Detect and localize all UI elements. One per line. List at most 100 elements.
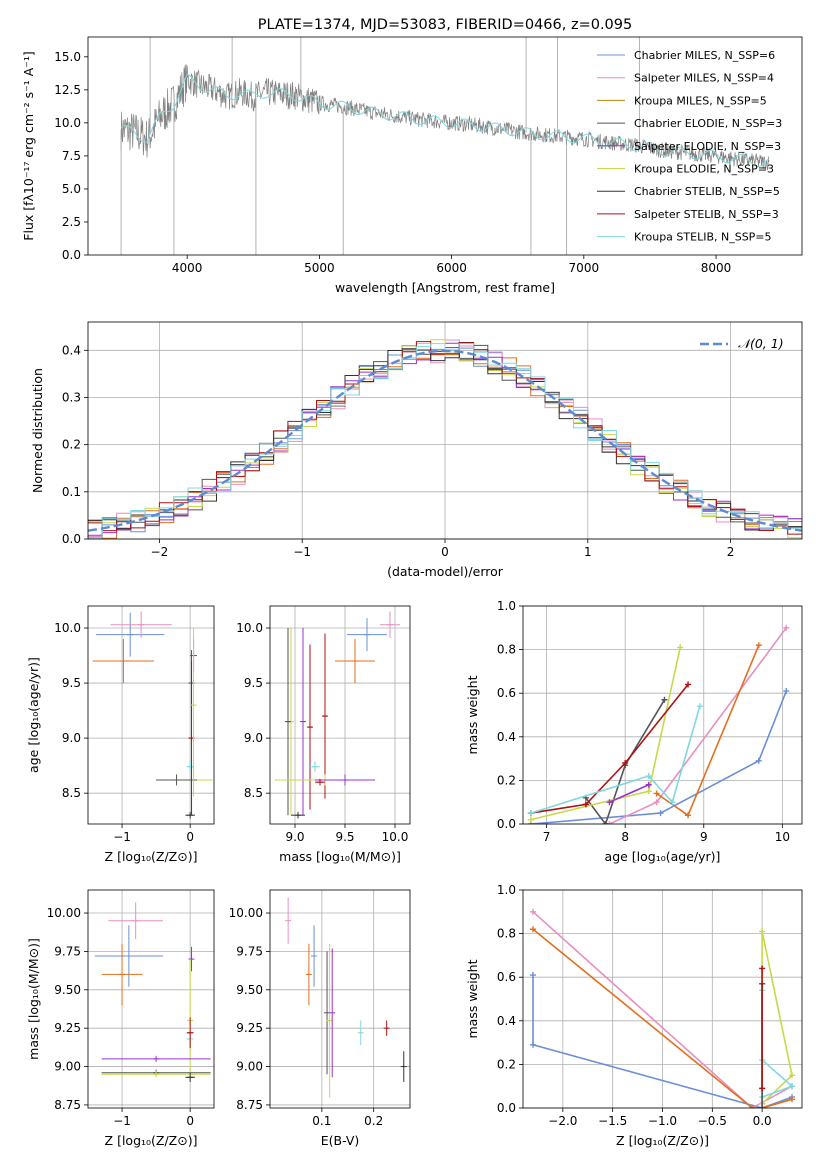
- errorbar-series: [94, 902, 211, 1082]
- y-tick-label: 8.75: [54, 1098, 81, 1112]
- y-tick-label: 9.0: [62, 731, 81, 745]
- x-axis-label: mass [log₁₀(M/M⊙)]: [279, 849, 401, 864]
- y-tick-label: 15.0: [54, 50, 81, 64]
- histogram-step: [88, 342, 802, 531]
- axes-frame: [87, 889, 215, 1109]
- y-tick-label: 0.6: [497, 970, 516, 984]
- series-point: [622, 759, 629, 766]
- x-axis-label: wavelength [Angstrom, rest frame]: [335, 280, 555, 295]
- x-tick-label: 2: [727, 545, 735, 559]
- axes-frame: [87, 321, 803, 540]
- panel-weight-vs-Z: −2.0 −1.5 −1.0 −0.5 0.0 0.0 0.2 0.4 0.6 0.8 1.0 Z […: [465, 883, 803, 1148]
- legend: Chabrier MILES, N_SSP=6 Salpeter MILES, N…: [597, 49, 782, 244]
- x-tick-label: −1: [113, 830, 131, 844]
- y-tick-label: 0.0: [62, 532, 81, 546]
- weight-series: [529, 908, 796, 1108]
- y-tick-label: 10.0: [236, 621, 263, 635]
- panel-mass-vs-Z: −1 0 8.75 9.00 9.25 9.50 9.75 10.00 Z [log₁₀(Z/Z…: [26, 889, 215, 1148]
- series-point: [755, 642, 762, 649]
- y-tick-label: 10.0: [54, 621, 81, 635]
- x-tick-label: 9.0: [285, 830, 304, 844]
- y-tick-label: 0.0: [497, 1101, 516, 1115]
- y-tick-label: 1.0: [497, 883, 516, 897]
- x-axis-label: E(B-V): [321, 1133, 360, 1148]
- x-axis-label: Z [log₁₀(Z/Z⊙)]: [105, 1133, 198, 1148]
- series-point: [677, 644, 684, 651]
- x-tick-label: 0.1: [312, 1114, 331, 1128]
- y-tick-label: 1.0: [497, 599, 516, 613]
- axes-frame: [522, 605, 803, 825]
- panel-mass-vs-EBV: 0.1 0.2 8.75 9.00 9.25 9.50 9.75 10.00 E(B-V): [229, 889, 411, 1148]
- series-line: [530, 684, 689, 814]
- series-point: [606, 821, 613, 824]
- series-point: [645, 773, 652, 780]
- y-tick-label: 9.50: [236, 983, 263, 997]
- series-point: [527, 810, 534, 817]
- series-point: [653, 790, 660, 797]
- axes-frame: [269, 889, 411, 1109]
- x-tick-label: −1: [293, 545, 311, 559]
- series-point: [527, 816, 534, 823]
- series-point: [759, 928, 766, 935]
- x-tick-label: 5000: [304, 261, 335, 275]
- y-tick-label: 2.5: [62, 215, 81, 229]
- x-tick-label: 9.5: [335, 830, 354, 844]
- series-point: [759, 965, 766, 972]
- series-point: [685, 681, 692, 688]
- panel-age-vs-mass: 9.0 9.5 10.0 8.5 9.0 9.5 10.0 mass [log₁₀(M/M⊙)…: [236, 605, 411, 864]
- errorbar-series: [92, 611, 213, 819]
- x-tick-label: 9: [700, 830, 708, 844]
- panel-residuals: −2 −1 0 1 2 0.0 0.1 0.2 0.3 0.4 (data-model)/error…: [30, 321, 803, 579]
- y-tick-label: 9.00: [236, 1060, 263, 1074]
- y-tick-label: 0.3: [62, 390, 81, 404]
- series-point: [529, 908, 536, 915]
- legend-label: Kroupa STELIB, N_SSP=5: [634, 231, 772, 244]
- series-line: [532, 975, 793, 1108]
- legend-label: Chabrier STELIB, N_SSP=5: [634, 185, 780, 198]
- series-point: [529, 926, 536, 933]
- histogram-series: [88, 339, 802, 539]
- legend-label: Kroupa ELODIE, N_SSP=3: [634, 163, 774, 176]
- series-point: [783, 688, 790, 695]
- y-tick-label: 12.5: [54, 83, 81, 97]
- y-tick-label: 0.0: [62, 248, 81, 262]
- y-axis-label: mass [log₁₀(M/M⊙)]: [26, 938, 41, 1060]
- legend-label: Kroupa MILES, N_SSP=5: [634, 94, 767, 107]
- errorbar-series: [275, 611, 400, 819]
- y-tick-label: 9.0: [244, 731, 263, 745]
- x-axis-label: (data-model)/error: [387, 564, 504, 579]
- x-tick-label: 7: [543, 830, 551, 844]
- series-point: [685, 812, 692, 819]
- y-tick-label: 9.00: [54, 1060, 81, 1074]
- series-point: [653, 799, 660, 806]
- axes-frame: [269, 605, 411, 825]
- series-point: [789, 1096, 796, 1103]
- y-axis-label: Normed distribution: [30, 368, 45, 493]
- series-point: [755, 757, 762, 764]
- gaussian-curve: [88, 349, 802, 532]
- x-tick-label: 6000: [436, 261, 467, 275]
- series-point: [645, 788, 652, 795]
- y-axis-label: Flux [fλ10⁻¹⁷ erg cm⁻² s⁻¹ A⁻¹]: [21, 51, 36, 240]
- x-axis-label: age [log₁₀(age/yr)]: [605, 849, 721, 864]
- series-point: [529, 972, 536, 979]
- series-point: [749, 1105, 756, 1108]
- x-tick-label: −2.0: [548, 1114, 577, 1128]
- y-tick-label: 9.75: [54, 944, 81, 958]
- x-axis-label: Z [log₁₀(Z/Z⊙)]: [616, 1133, 709, 1148]
- y-tick-label: 10.00: [229, 906, 263, 920]
- x-tick-label: 0: [441, 545, 449, 559]
- y-tick-label: 0.2: [62, 438, 81, 452]
- series-line: [609, 784, 650, 803]
- y-axis-label: mass weight: [465, 675, 480, 754]
- series-point: [657, 810, 664, 817]
- x-tick-label: 1: [584, 545, 592, 559]
- panel-weight-vs-age: 7 8 9 10 0.0 0.2 0.4 0.6 0.8 1.0 age [log₁₀(age/yr…: [465, 599, 803, 864]
- y-tick-label: 9.50: [54, 983, 81, 997]
- series-point: [661, 696, 668, 703]
- y-tick-label: 0.1: [62, 485, 81, 499]
- x-tick-label: 7000: [569, 261, 600, 275]
- x-tick-label: −1.0: [648, 1114, 677, 1128]
- chart-title: PLATE=1374, MJD=53083, FIBERID=0466, z=0…: [258, 17, 632, 33]
- y-tick-label: 10.0: [54, 116, 81, 130]
